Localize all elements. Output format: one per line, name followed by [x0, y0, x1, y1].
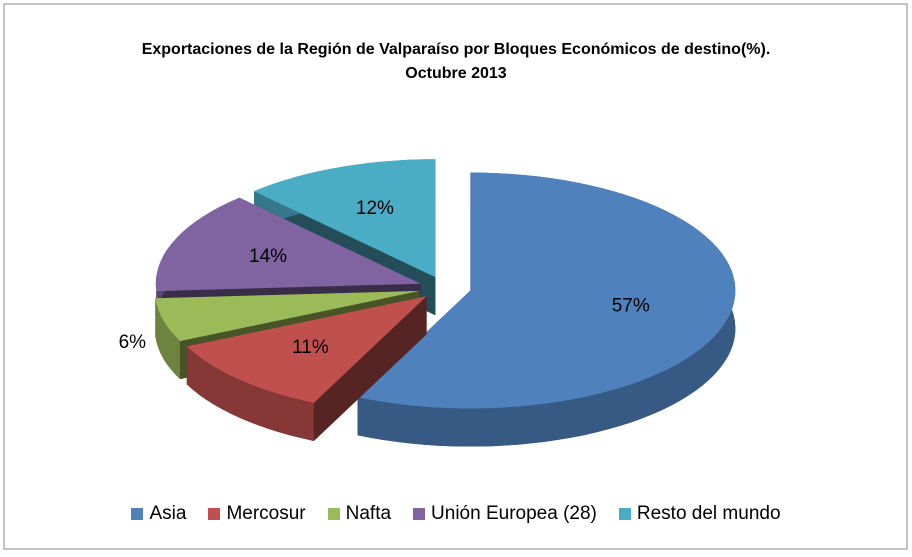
- pie-slice: [186, 296, 427, 441]
- legend: Asia Mercosur Nafta Unión Europea (28) Resto…: [0, 503, 912, 525]
- legend-label: Nafta: [345, 503, 392, 524]
- legend-swatch: [208, 508, 221, 520]
- legend-item: Unión Europea (28): [413, 503, 597, 525]
- data-label: 6%: [119, 332, 147, 353]
- legend-swatch: [327, 508, 340, 520]
- data-label: 14%: [249, 246, 287, 267]
- legend-label: Resto del mundo: [636, 503, 781, 524]
- chart-title: Exportaciones de la Región de Valparaíso…: [141, 41, 771, 82]
- legend-label: Unión Europea (28): [431, 503, 597, 524]
- data-label: 11%: [292, 337, 329, 358]
- pie-slice: [357, 172, 736, 447]
- legend-swatch: [413, 508, 426, 520]
- legend-item: Nafta: [327, 503, 392, 525]
- legend-swatch: [618, 508, 631, 520]
- legend-label: Mercosur: [226, 503, 306, 524]
- data-label: 57%: [612, 296, 650, 317]
- legend-item: Mercosur: [208, 503, 306, 525]
- data-label: 12%: [356, 198, 394, 219]
- legend-label: Asia: [149, 503, 187, 524]
- legend-item: Asia: [131, 503, 186, 525]
- legend-item: Resto del mundo: [618, 503, 781, 525]
- chart-border: [3, 3, 908, 550]
- legend-swatch: [131, 508, 144, 520]
